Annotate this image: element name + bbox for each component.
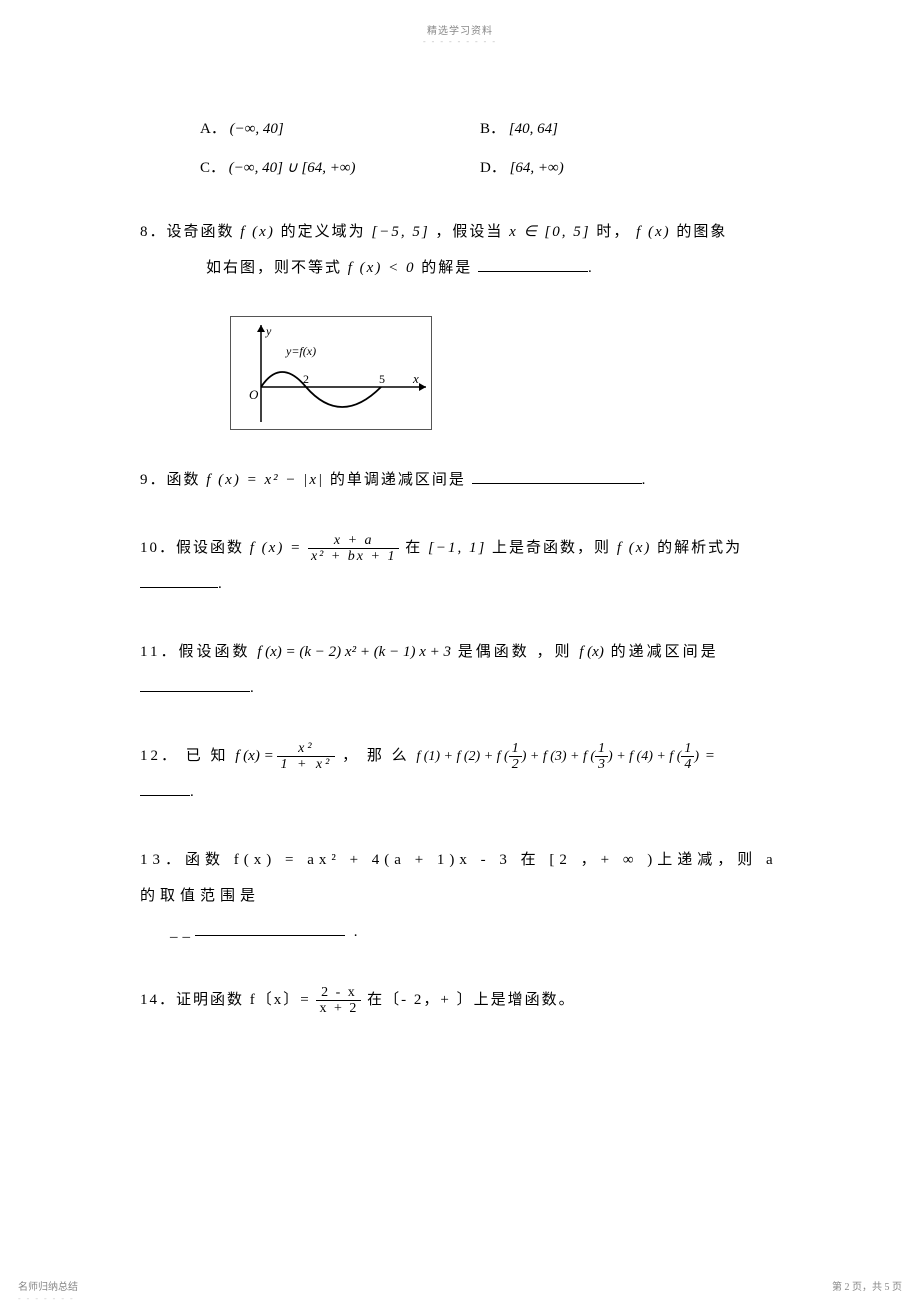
- option-a: A． (−∞, 40]: [200, 116, 480, 143]
- q9-blank: [472, 468, 642, 484]
- q8-line2b: 的解是: [415, 260, 478, 276]
- q11-prefix: 11．假设函数: [140, 644, 257, 660]
- q10-interval: [−1, 1]: [428, 540, 486, 556]
- q13-blank-prefix: __: [170, 924, 195, 940]
- footer-left: 名师归纳总结: [18, 1278, 78, 1293]
- q14-frac: 2 - xx + 2: [316, 985, 361, 1017]
- q13-blank: [195, 920, 345, 936]
- q12-period: .: [190, 784, 197, 800]
- q12-frac: x²1 + x²: [277, 741, 335, 773]
- option-b-math: [40, 64]: [509, 121, 558, 137]
- q13-blank-line: __ .: [170, 914, 780, 950]
- q11-blank: [140, 676, 250, 692]
- option-d-math: [64, +∞): [510, 160, 564, 176]
- curve: [261, 372, 381, 407]
- q12-prefix: 12． 已 知: [140, 748, 235, 764]
- page-header: 精选学习资料: [0, 0, 920, 37]
- q8-line2: 如右图，则不等式 f (x) < 0 的解是 .: [206, 250, 780, 286]
- q14-den: x + 2: [316, 1001, 361, 1016]
- q9-period: .: [642, 472, 648, 488]
- q14-suffix: 在〔- 2，+ 〕上是增函数。: [361, 992, 575, 1008]
- option-a-math: (−∞, 40]: [230, 121, 284, 137]
- q12-den: 1 + x²: [277, 757, 335, 772]
- question-10: 10．假设函数 f (x) = x + ax² + bx + 1 在 [−1, …: [140, 530, 780, 602]
- q11-period: .: [250, 680, 257, 696]
- q8-line2a: 如右图，则不等式: [206, 260, 348, 276]
- graph-svg: y y=f(x) O 2 5 x: [231, 317, 431, 429]
- y-arrow-icon: [257, 325, 265, 332]
- option-a-label: A．: [200, 121, 226, 137]
- option-d: D． [64, +∞): [480, 155, 680, 182]
- q8-cond: x ∈ [0, 5]: [509, 224, 590, 240]
- q12-lhs: f (x) =: [235, 748, 277, 764]
- q14-num: 2 - x: [316, 985, 361, 1001]
- option-b-label: B．: [480, 121, 505, 137]
- tick-2: 2: [303, 372, 309, 386]
- q10-blank: [140, 572, 218, 588]
- question-14: 14．证明函数 f〔x〕= 2 - xx + 2 在〔- 2，+ 〕上是增函数。: [140, 982, 780, 1018]
- q8-fx2: f (x): [636, 224, 671, 240]
- q8-mid2: ，假设当: [430, 224, 510, 240]
- q10-mid2: 上是奇函数，则: [486, 540, 617, 556]
- question-12: 12． 已 知 f (x) = x²1 + x² ， 那 么 f (1) + f…: [140, 738, 780, 810]
- content-area: A． (−∞, 40] B． [40, 64] C． (−∞, 40] ∪ [6…: [0, 46, 920, 1018]
- q8-mid1: 的定义域为: [275, 224, 372, 240]
- q8-ineq: f (x) < 0: [348, 260, 416, 276]
- q11-blank-line: .: [140, 670, 780, 706]
- q8-blank: [478, 256, 588, 272]
- q10-den: x² + bx + 1: [308, 549, 400, 564]
- q11-fx: f (x) = (k − 2) x² + (k − 1) x + 3: [257, 644, 451, 660]
- q14-prefix: 14．证明函数 f〔x〕=: [140, 992, 316, 1008]
- q11-mid2: 的递减区间是: [604, 644, 719, 660]
- x-label: x: [412, 371, 419, 386]
- q8-fx: f (x): [240, 224, 275, 240]
- yfx-label: y=f(x): [285, 344, 316, 358]
- question-13: 13．函数 f(x) = ax² + 4(a + 1)x - 3 在 [2 ，+…: [140, 842, 780, 950]
- q10-frac: x + ax² + bx + 1: [308, 533, 400, 565]
- footer-left-sub: - - - - - - -: [18, 1294, 75, 1303]
- option-d-label: D．: [480, 160, 506, 176]
- q10-num: x + a: [308, 533, 400, 549]
- page-header-sub: - - - - - - - - -: [0, 37, 920, 46]
- option-row-2: C． (−∞, 40] ∪ [64, +∞) D． [64, +∞): [140, 155, 780, 182]
- q13-text: 13．函数 f(x) = ax² + 4(a + 1)x - 3 在 [2 ，+…: [140, 852, 778, 904]
- q9-suffix: 的单调递减区间是: [324, 472, 472, 488]
- q10-lhs: f (x) =: [250, 540, 308, 556]
- y-label: y: [265, 324, 272, 338]
- q13-period: .: [345, 924, 363, 940]
- q12-blank-line: .: [140, 774, 780, 810]
- option-c-label: C．: [200, 160, 225, 176]
- option-row-1: A． (−∞, 40] B． [40, 64]: [140, 116, 780, 143]
- q10-period: .: [218, 576, 224, 592]
- option-b: B． [40, 64]: [480, 116, 680, 143]
- x-arrow-icon: [419, 383, 426, 391]
- q10-mid3: 的解析式为: [651, 540, 742, 556]
- q12-blank: [140, 780, 190, 796]
- q8-prefix: 8．设奇函数: [140, 224, 240, 240]
- q8-mid3: 时，: [591, 224, 637, 240]
- origin-label: O: [249, 387, 259, 402]
- option-c-math: (−∞, 40] ∪ [64, +∞): [229, 160, 356, 176]
- footer-right: 第 2 页，共 5 页: [832, 1278, 902, 1293]
- q11-fx2: f (x): [579, 644, 604, 660]
- q8-graph: y y=f(x) O 2 5 x: [230, 316, 432, 430]
- q10-fx2: f (x): [617, 540, 652, 556]
- question-8: 8．设奇函数 f (x) 的定义域为 [−5, 5] ，假设当 x ∈ [0, …: [140, 214, 780, 286]
- q8-domain: [−5, 5]: [371, 224, 429, 240]
- q12-eq: =: [699, 748, 717, 764]
- q12-mid: ， 那 么: [335, 748, 416, 764]
- q8-period: .: [588, 260, 594, 276]
- q10-mid1: 在: [399, 540, 428, 556]
- question-9: 9．函数 f (x) = x² − |x| 的单调递减区间是 .: [140, 462, 780, 498]
- q8-mid4: 的图象: [671, 224, 728, 240]
- q9-fx: f (x) = x² − |x|: [206, 472, 324, 488]
- q12-num: x²: [277, 741, 335, 757]
- q10-prefix: 10．假设函数: [140, 540, 250, 556]
- option-c: C． (−∞, 40] ∪ [64, +∞): [200, 155, 480, 182]
- q12-sum: f (1) + f (2) + f (12) + f (3) + f (13) …: [416, 749, 699, 764]
- q9-prefix: 9．函数: [140, 472, 206, 488]
- q11-mid1: 是偶函数 ，则: [451, 644, 579, 660]
- tick-5: 5: [379, 372, 385, 386]
- question-11: 11．假设函数 f (x) = (k − 2) x² + (k − 1) x +…: [140, 634, 780, 706]
